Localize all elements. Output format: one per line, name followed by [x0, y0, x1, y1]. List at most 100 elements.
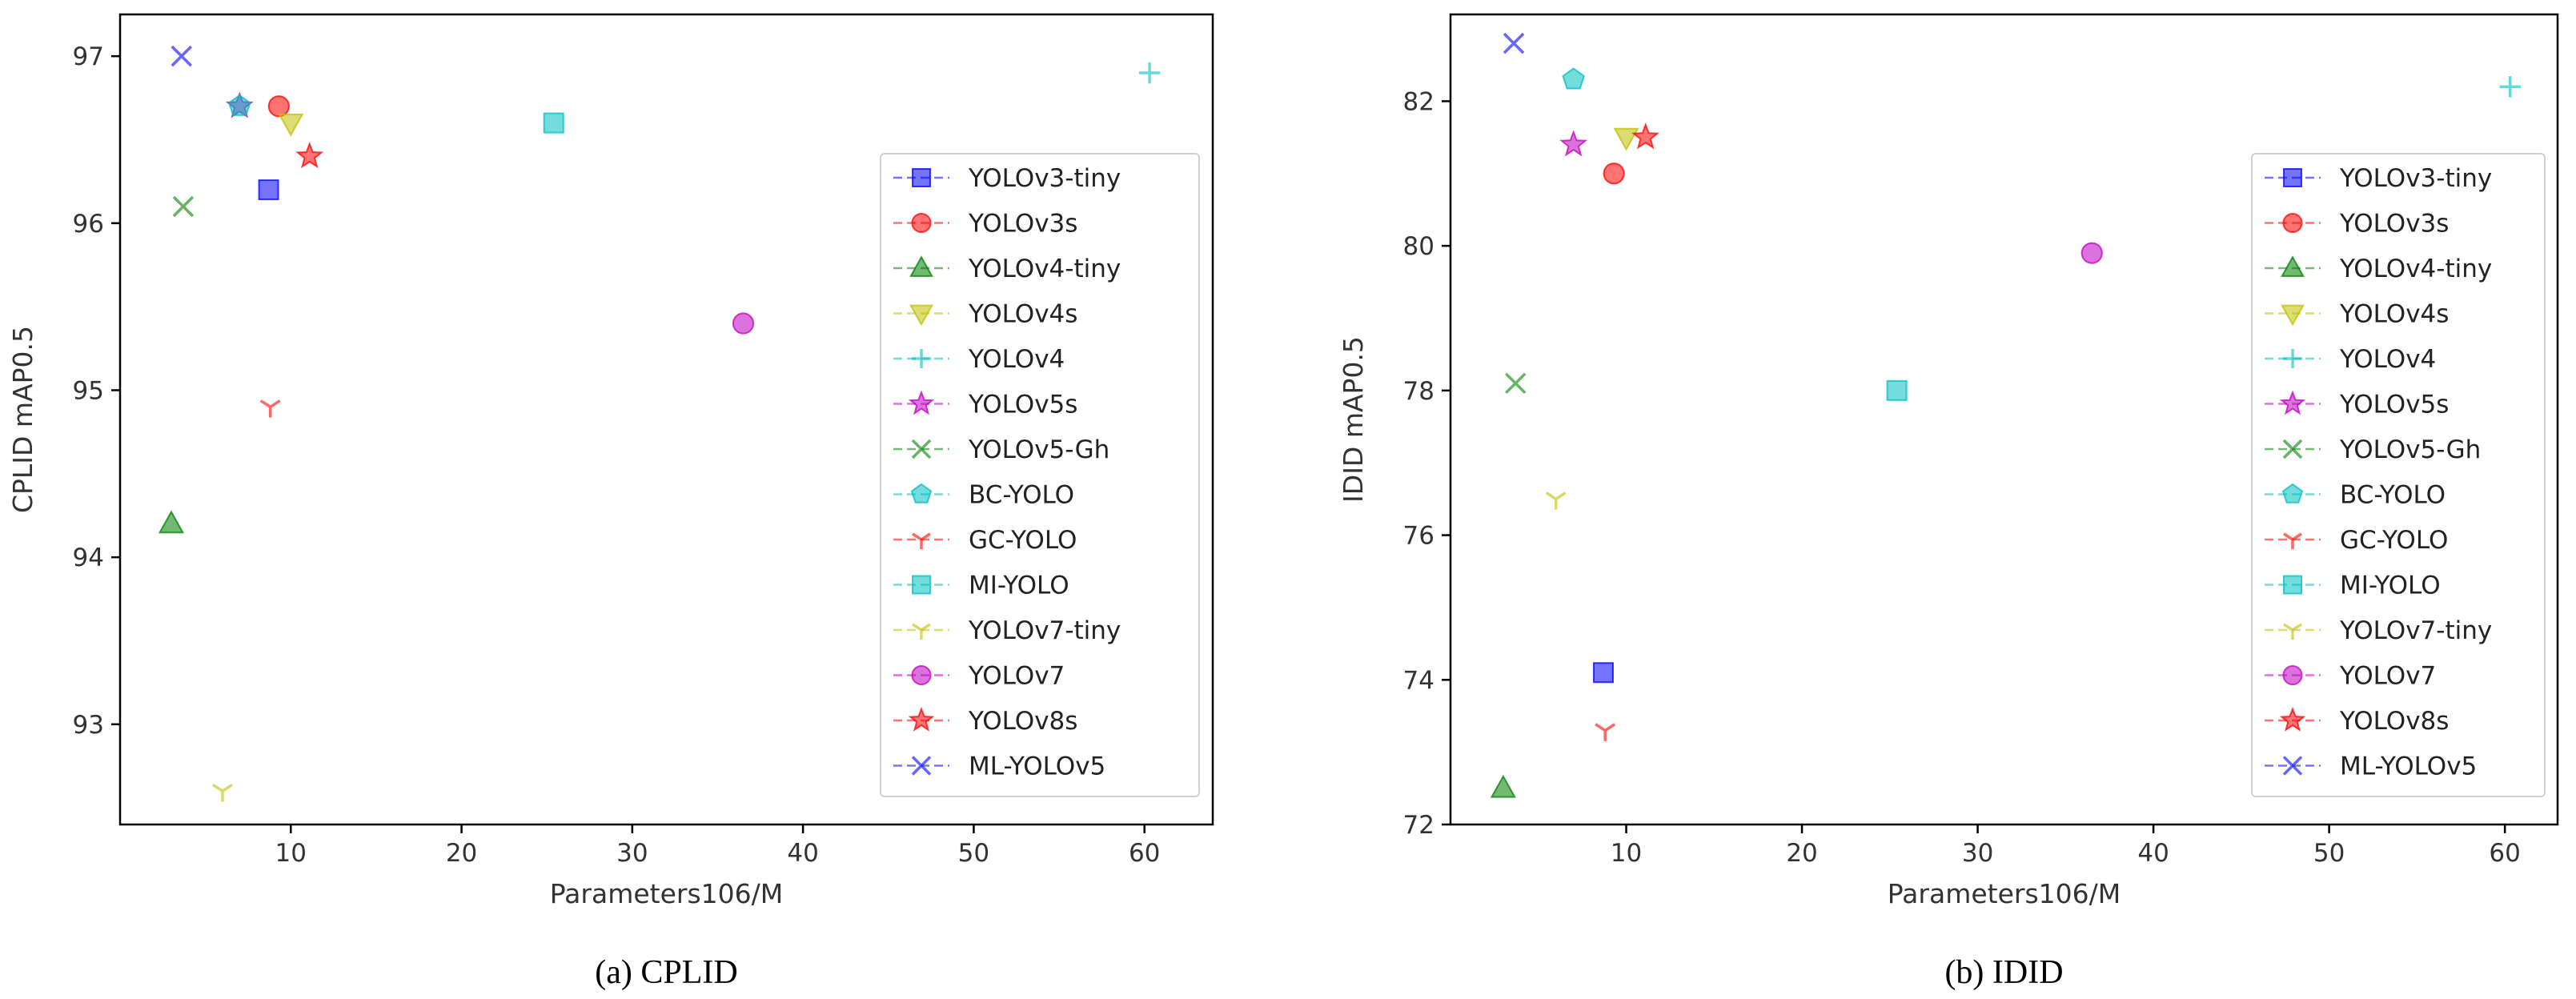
legend-entry: YOLOv8s [2265, 706, 2449, 736]
legend-marker [911, 756, 932, 776]
legend: YOLOv3-tiny YOLOv3s YOLOv4-tiny YOLOv4s YOLO… [2251, 153, 2546, 797]
legend-marker [2283, 575, 2302, 595]
legend-label: YOLOv5-Gh [968, 435, 1109, 464]
data-point [1545, 491, 1567, 510]
legend-label: YOLOv4-tiny [2339, 255, 2492, 283]
y-axis-label: CPLID mAP0.5 [7, 326, 38, 513]
x-tick-label: 30 [616, 839, 648, 868]
data-point [1503, 32, 1525, 54]
legend-marker [2282, 664, 2303, 686]
legend-entry: YOLOv7-tiny [2265, 616, 2492, 645]
legend-marker [910, 483, 933, 504]
legend-entry: YOLOv5-Gh [893, 435, 1109, 464]
legend-entry: GC-YOLO [2265, 526, 2448, 555]
legend-marker [2282, 756, 2303, 776]
legend-marker [2281, 255, 2305, 277]
legend-label: YOLOv3-tiny [2339, 164, 2492, 193]
data-point [259, 399, 281, 418]
plot-frame [118, 13, 1214, 826]
legend-frame [2251, 153, 2546, 797]
legend-marker [2281, 304, 2305, 327]
x-tick-label: 50 [2313, 839, 2345, 868]
x-axis-label: Parameters106/M [550, 878, 783, 909]
legend-entry: ML-YOLOv5 [2265, 752, 2477, 781]
legend-marker [912, 168, 931, 187]
y-tick-label: 76 [1403, 522, 1434, 551]
legend-marker [911, 664, 932, 686]
legend-entry: ML-YOLOv5 [893, 752, 1105, 781]
data-point [1138, 62, 1161, 84]
legend-marker [911, 212, 932, 234]
legend-entry: MI-YOLO [2265, 572, 2441, 600]
legend: YOLOv3-tiny YOLOv3s YOLOv4-tiny YOLOv4s YOLO… [880, 153, 1200, 797]
legend-label: YOLOv8s [2339, 707, 2449, 736]
x-tick-label: 40 [787, 839, 818, 868]
x-tick-label: 40 [2137, 839, 2169, 868]
legend-marker [912, 575, 931, 595]
data-point [2499, 76, 2521, 98]
y-tick-label: 93 [73, 711, 104, 740]
legend-label: YOLOv8s [968, 707, 1077, 736]
data-point [1490, 774, 1516, 798]
data-point [1603, 162, 1625, 185]
data-point [212, 784, 233, 802]
legend-entry: YOLOv8s [893, 706, 1077, 736]
x-tick-label: 20 [446, 839, 477, 868]
legend-label: YOLOv7 [968, 662, 1065, 691]
legend-entry: YOLOv5s [893, 390, 1077, 419]
legend-marker [2283, 532, 2302, 550]
legend-label: YOLOv4-tiny [968, 255, 1121, 283]
legend-label: YOLOv4s [968, 300, 1077, 329]
legend-marker [911, 348, 932, 369]
legend-marker [909, 304, 933, 327]
legend-marker [908, 390, 935, 415]
legend-entry: YOLOv7 [893, 662, 1065, 691]
legend-entry: MI-YOLO [893, 572, 1069, 600]
legend-marker [912, 532, 931, 550]
data-point [1613, 127, 1639, 151]
legend-marker [2283, 623, 2302, 640]
data-point [171, 45, 193, 67]
y-tick-label: 78 [1403, 377, 1434, 406]
legend-entry: YOLOv7-tiny [893, 616, 1121, 645]
legend-entry: YOLOv4-tiny [893, 255, 1121, 283]
legend-label: YOLOv4 [968, 345, 1065, 374]
data-point [172, 195, 195, 218]
legend-label: YOLOv5s [968, 391, 1077, 419]
legend-label: BC-YOLO [2340, 481, 2446, 510]
data-point [228, 94, 251, 116]
legend-entry: YOLOv4s [2265, 300, 2449, 329]
legend-frame [880, 153, 1200, 797]
x-tick-label: 30 [1962, 839, 1993, 868]
legend-marker [909, 255, 933, 277]
legend-marker [2279, 390, 2306, 415]
y-tick-label: 82 [1403, 87, 1434, 116]
x-axis-label: Parameters106/M [1888, 878, 2121, 909]
y-tick-label: 97 [73, 42, 104, 71]
y-tick-label: 72 [1403, 811, 1434, 840]
plot-frame [1449, 13, 2559, 826]
figure-caption: (a) CPLID [595, 954, 737, 991]
legend-label: YOLOv7 [2339, 662, 2436, 691]
legend-entry: BC-YOLO [893, 481, 1074, 510]
legend-entry: YOLOv4 [2265, 345, 2436, 374]
data-point [1559, 130, 1588, 157]
legend-entry: YOLOv4-tiny [2265, 255, 2492, 283]
legend-marker [911, 439, 932, 459]
legend-label: YOLOv4s [2339, 300, 2449, 329]
legend-entry: YOLOv7 [2265, 662, 2436, 691]
data-point [1592, 662, 1614, 684]
data-point [1562, 67, 1585, 90]
legend-label: YOLOv7-tiny [968, 616, 1121, 645]
data-point [267, 95, 290, 118]
legend-label: ML-YOLOv5 [969, 752, 1105, 781]
data-point [1595, 723, 1616, 741]
data-point [295, 141, 324, 169]
legend-entry: YOLOv5s [2265, 390, 2449, 419]
x-tick-label: 60 [1129, 839, 1160, 868]
data-point [732, 312, 755, 335]
legend-label: YOLOv3s [968, 210, 1077, 239]
x-tick-label: 10 [275, 839, 307, 868]
legend-entry: YOLOv3s [893, 210, 1077, 239]
x-tick-label: 20 [1786, 839, 1817, 868]
